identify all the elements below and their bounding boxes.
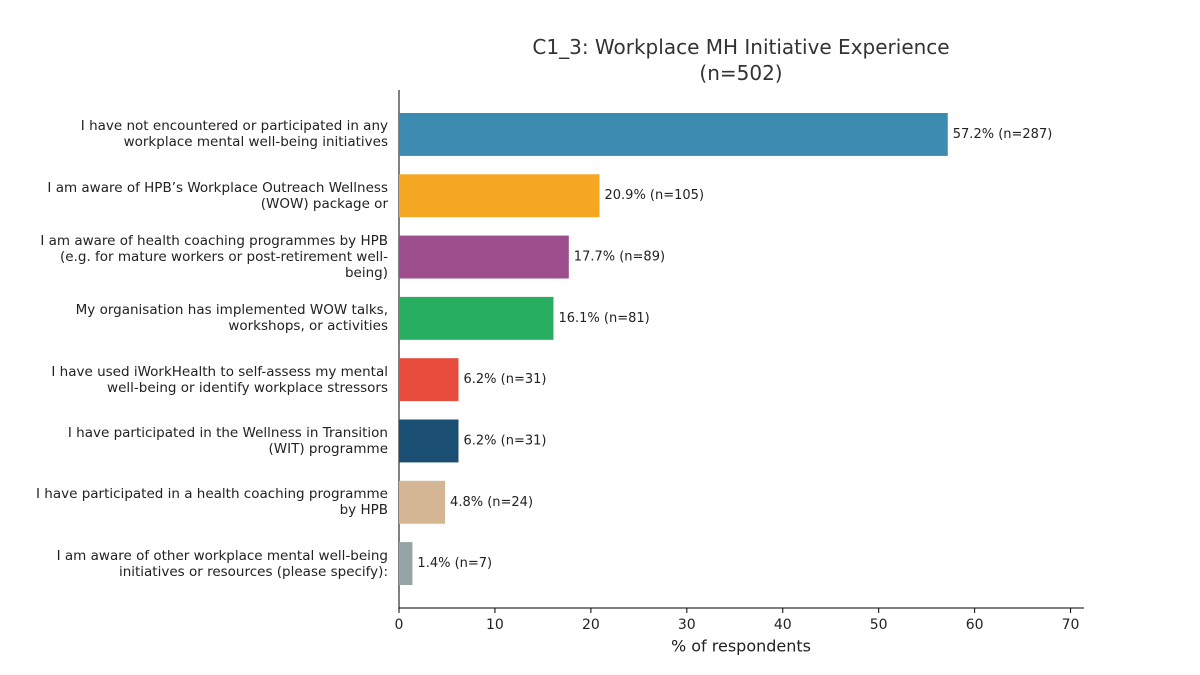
value-label: 20.9% (n=105) [605,188,705,203]
y-tick-label: I am aware of health coaching programmes… [40,233,388,282]
x-tick-label: 20 [582,617,600,633]
x-tick-label: 50 [870,617,888,633]
bar [399,296,554,340]
y-tick-label: I have not encountered or participated i… [80,118,388,151]
x-tick-label: 70 [1062,617,1080,633]
bar [399,358,459,402]
y-tick-label: My organisation has implemented WOW talk… [75,302,388,335]
x-tick-label: 10 [486,617,504,633]
chart-title: C1_3: Workplace MH Initiative Experience… [532,35,950,85]
x-tick-label: 0 [395,617,404,633]
value-label: 1.4% (n=7) [417,556,492,571]
y-tick-label: I am aware of other workplace mental wel… [56,547,388,580]
y-tick-label: I am aware of HPB’s Workplace Outreach W… [47,179,388,212]
x-tick-label: 60 [966,617,984,633]
bar [399,480,446,524]
y-tick-label: I have used iWorkHealth to self-assess m… [51,363,388,396]
bar [399,112,948,156]
x-tick-label: 30 [678,617,696,633]
value-label: 57.2% (n=287) [953,127,1053,142]
x-tick-label: 40 [774,617,792,633]
bar [399,419,459,463]
value-label: 4.8% (n=24) [450,495,533,510]
y-tick-label: I have participated in a health coaching… [36,486,388,519]
value-label: 6.2% (n=31) [463,372,546,387]
y-tick-label: I have participated in the Wellness in T… [67,424,388,457]
value-label: 16.1% (n=81) [558,311,649,326]
value-label: 17.7% (n=89) [574,250,665,265]
x-axis-label: % of respondents [671,637,811,656]
bar [399,235,569,279]
value-label: 6.2% (n=31) [463,433,546,448]
bar [399,542,413,586]
bar [399,174,600,218]
